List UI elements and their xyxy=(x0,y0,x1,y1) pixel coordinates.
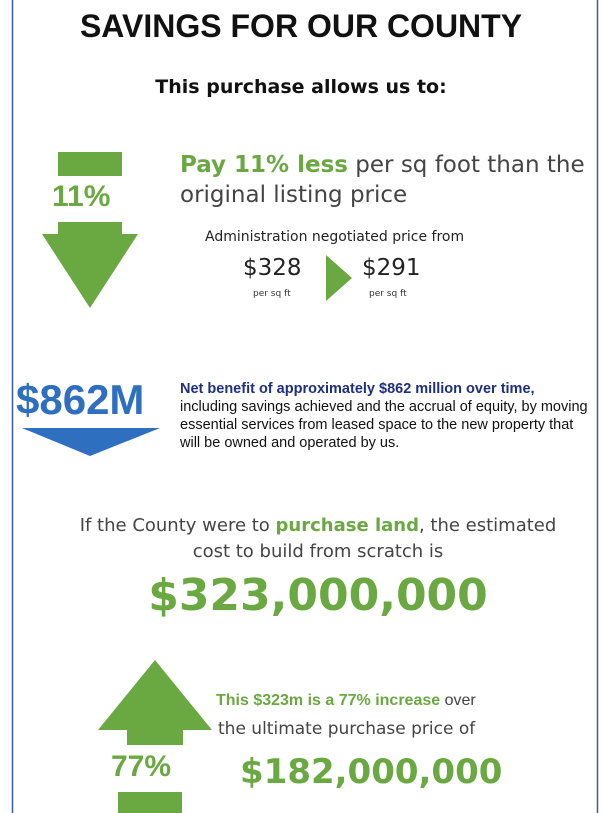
benefit-rest: including savings achieved and the accru… xyxy=(180,399,588,451)
title: SAVINGS FOR OUR COUNTY xyxy=(79,8,523,44)
build-amount: $323,000,000 xyxy=(148,570,488,621)
chevron-down xyxy=(22,428,160,456)
arrow-base xyxy=(118,792,182,813)
to-price: $291 xyxy=(362,255,421,281)
from-unit: per sq ft xyxy=(253,289,291,299)
headline: Pay 11% less per sq foot than the xyxy=(180,152,585,178)
increase-amount: $182,000,000 xyxy=(240,752,503,792)
arrow-right xyxy=(326,255,352,301)
to-unit: per sq ft xyxy=(369,289,407,299)
text: , the estimated xyxy=(418,515,557,536)
build-text: If the County were to purchase land, the… xyxy=(0,515,602,536)
benefit-bold: Net benefit of approximately $862 millio… xyxy=(180,381,535,397)
negotiated-label: Administration negotiated price from xyxy=(205,229,465,245)
arrow-up xyxy=(98,660,212,745)
increase-text: This $323m is a 77% increase over xyxy=(216,692,476,710)
subtitle: This purchase allows us to: xyxy=(155,76,447,98)
badge: 11% xyxy=(52,180,111,213)
arrow-shaft xyxy=(58,152,122,176)
headline-rest: per sq foot than the xyxy=(347,152,585,178)
arrow-down xyxy=(42,222,138,308)
increase-line2: the ultimate purchase price of xyxy=(218,719,476,739)
headline-line2: original listing price xyxy=(180,182,408,208)
increase-badge: 77% xyxy=(111,750,172,783)
headline-bold: Pay 11% less xyxy=(180,152,348,178)
text-bold: This $323m is a 77% increase xyxy=(216,692,441,709)
text: over xyxy=(440,692,476,709)
benefit-text: Net benefit of approximately $862 millio… xyxy=(180,380,595,452)
text: If the County were to xyxy=(79,515,276,536)
text-bold: purchase land xyxy=(275,515,419,536)
build-line2: cost to build from scratch is xyxy=(192,541,444,562)
frame xyxy=(11,0,599,813)
benefit-badge: $862M xyxy=(16,376,145,423)
from-price: $328 xyxy=(243,255,302,281)
